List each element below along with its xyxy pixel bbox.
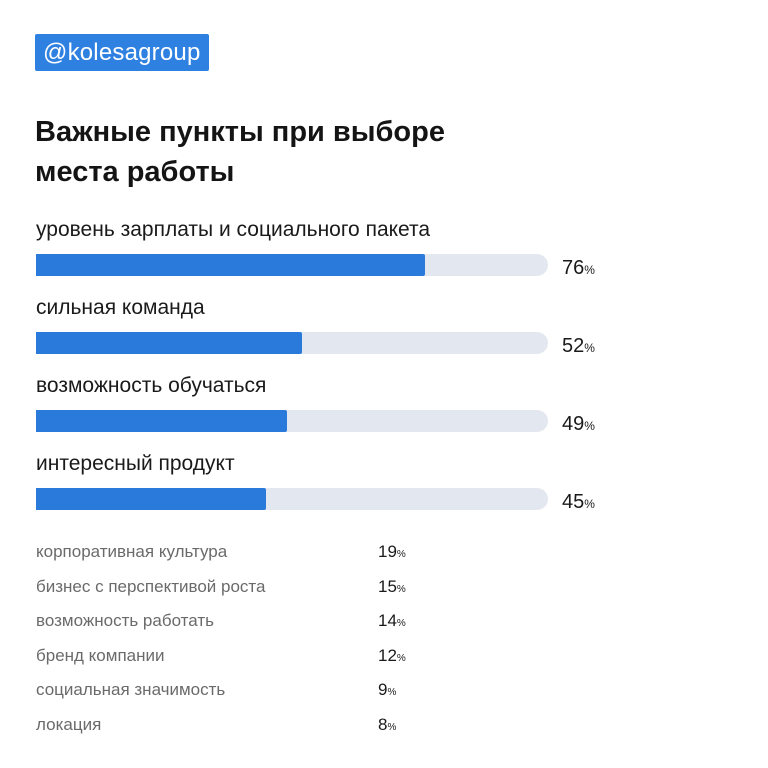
bar-label: уровень зарплаты и социального пакета: [36, 218, 431, 241]
bar-label: возможность обучаться: [36, 374, 267, 397]
row-label: локация: [36, 714, 102, 734]
value-number: 9: [378, 680, 388, 700]
value-number: 8: [378, 714, 388, 734]
value-number: 45: [562, 491, 585, 513]
bar-item: уровень зарплаты и социального пакета 76%: [36, 216, 636, 294]
row-label: бренд компании: [36, 645, 165, 665]
row-label: бизнес с перспективой роста: [36, 576, 266, 596]
percent-sign: %: [396, 583, 406, 595]
secondary-list: корпоративная культура 19% бизнес с перспе…: [36, 540, 456, 748]
row-label: возможность работать: [36, 611, 214, 631]
bar-value: 45%: [562, 488, 595, 518]
row-value: 14%: [378, 609, 406, 636]
title-line-2: места работы: [35, 156, 235, 188]
row-label: корпоративная культура: [36, 542, 228, 561]
value-number: 19: [378, 542, 397, 561]
percent-sign: %: [584, 497, 595, 511]
table-row: локация 8%: [36, 713, 456, 748]
percent-sign: %: [584, 263, 595, 277]
bar-track: [36, 410, 548, 432]
value-number: 12: [378, 645, 397, 665]
table-row: бизнес с перспективой роста 15%: [36, 575, 456, 610]
row-label: социальная значимость: [36, 680, 226, 700]
value-number: 76: [562, 257, 585, 279]
bar-value: 52%: [562, 332, 595, 362]
value-number: 49: [562, 413, 585, 435]
table-row: социальная значимость 9%: [36, 678, 456, 713]
value-number: 14: [378, 611, 397, 631]
percent-sign: %: [396, 549, 406, 560]
percent-sign: %: [396, 652, 406, 664]
value-number: 15: [378, 576, 397, 596]
percent-sign: %: [387, 687, 397, 699]
row-value: 19%: [378, 540, 406, 567]
bar-track: [36, 488, 548, 510]
bar-fill: [36, 332, 303, 354]
brand-badge[interactable]: @kolesagroup: [35, 34, 209, 71]
bar-value: 49%: [562, 410, 595, 440]
bar-label: интересный продукт: [36, 452, 235, 475]
bar-chart: уровень зарплаты и социального пакета 76%…: [36, 216, 636, 528]
bar-label: сильная команда: [36, 296, 205, 319]
table-row: корпоративная культура 19%: [36, 540, 456, 575]
percent-sign: %: [584, 341, 595, 355]
chart-title: Важные пункты при выборе места работы: [35, 112, 595, 192]
table-row: бренд компании 12%: [36, 644, 456, 679]
bar-fill: [36, 488, 267, 510]
bar-track: [36, 332, 548, 354]
bar-item: сильная команда 52%: [36, 294, 636, 372]
bar-track: [36, 254, 548, 276]
title-line-1: Важные пункты при выборе: [35, 116, 445, 148]
bar-value: 76%: [562, 254, 595, 284]
percent-sign: %: [584, 419, 595, 433]
bar-fill: [36, 410, 287, 432]
row-value: 12%: [378, 644, 406, 671]
row-value: 8%: [378, 713, 396, 740]
value-number: 52: [562, 335, 585, 357]
percent-sign: %: [387, 721, 397, 733]
table-row: возможность работать 14%: [36, 609, 456, 644]
bar-item: интересный продукт 45%: [36, 450, 636, 528]
bar-fill: [36, 254, 425, 276]
row-value: 15%: [378, 575, 406, 602]
row-value: 9%: [378, 678, 396, 705]
bar-item: возможность обучаться 49%: [36, 372, 636, 450]
percent-sign: %: [396, 618, 406, 630]
